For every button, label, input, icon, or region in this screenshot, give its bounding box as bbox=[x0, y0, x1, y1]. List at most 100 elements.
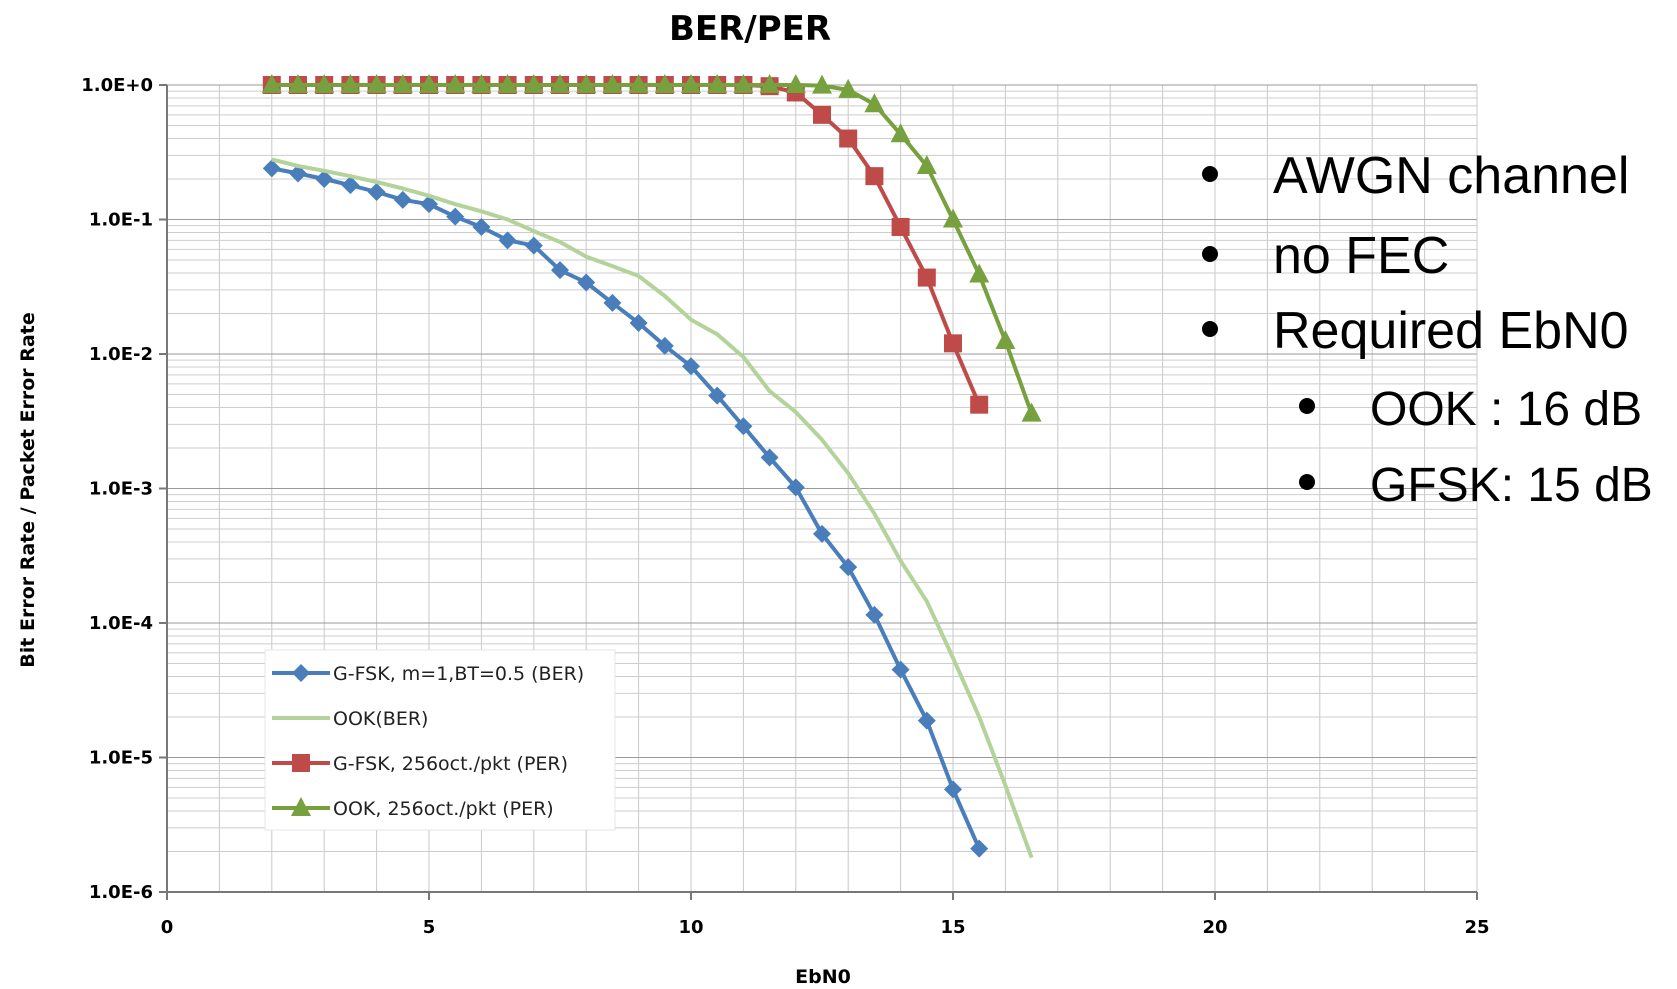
bullet-icon bbox=[1202, 246, 1218, 262]
x-tick-label: 5 bbox=[423, 917, 436, 938]
data-point bbox=[629, 314, 648, 333]
annotation-item: AWGN channel bbox=[1273, 147, 1629, 205]
data-point bbox=[628, 74, 649, 93]
series-line bbox=[271, 166, 982, 850]
data-point bbox=[891, 660, 910, 679]
data-point bbox=[419, 74, 439, 93]
y-axis-title: Bit Error Rate / Packet Error Rate bbox=[17, 312, 39, 667]
data-point bbox=[760, 448, 779, 467]
data-point bbox=[551, 261, 569, 280]
legend-swatch-marker bbox=[292, 664, 310, 682]
data-point bbox=[550, 74, 570, 93]
bullet-icon bbox=[1202, 166, 1218, 182]
annotation-list: AWGN channel no FEC Required EbN0 OOK : 16 … bbox=[1202, 147, 1653, 512]
legend-label: G-FSK, 256oct./pkt (PER) bbox=[333, 753, 568, 775]
data-point bbox=[366, 74, 387, 93]
y-tick-label: 1.0E-4 bbox=[89, 613, 153, 634]
data-point bbox=[812, 74, 832, 94]
data-point bbox=[681, 74, 701, 93]
data-point bbox=[865, 605, 884, 624]
y-tick-label: 1.0E+0 bbox=[81, 75, 153, 96]
data-point bbox=[864, 93, 885, 113]
data-point bbox=[813, 105, 831, 124]
data-point bbox=[445, 74, 466, 93]
data-point bbox=[472, 217, 491, 236]
data-point bbox=[471, 74, 492, 93]
data-point bbox=[262, 159, 281, 178]
data-point bbox=[446, 207, 465, 226]
data-point bbox=[1021, 402, 1042, 422]
series-1 bbox=[262, 159, 989, 858]
y-tick-label: 1.0E-6 bbox=[89, 882, 153, 903]
data-point bbox=[524, 236, 543, 255]
bullet-icon bbox=[1202, 321, 1218, 337]
series-line bbox=[271, 157, 1034, 859]
data-point bbox=[261, 74, 282, 93]
data-point bbox=[392, 74, 413, 93]
data-point bbox=[969, 263, 990, 283]
data-point bbox=[393, 190, 412, 209]
legend-label: G-FSK, m=1,BT=0.5 (BER) bbox=[333, 663, 584, 685]
data-point bbox=[341, 176, 360, 195]
annotation-item: OOK : 16 dB bbox=[1370, 383, 1642, 436]
plot-grid bbox=[167, 84, 1478, 893]
data-point bbox=[916, 154, 937, 174]
data-point bbox=[315, 170, 334, 189]
x-tick-label: 10 bbox=[678, 917, 703, 938]
data-point bbox=[420, 195, 438, 214]
data-point bbox=[917, 711, 936, 730]
legend-swatch-marker bbox=[291, 797, 311, 816]
data-point bbox=[944, 334, 962, 353]
annotation-item: GFSK: 15 dB bbox=[1370, 459, 1653, 512]
legend-swatch-marker bbox=[292, 754, 310, 772]
data-point bbox=[314, 74, 335, 93]
series-2 bbox=[271, 157, 1034, 859]
annotation-item: Required EbN0 bbox=[1273, 302, 1629, 360]
data-point bbox=[890, 123, 911, 143]
series-layer bbox=[261, 74, 1042, 859]
bullet-icon bbox=[1299, 398, 1315, 414]
data-point bbox=[289, 164, 307, 183]
y-tick-label: 1.0E-3 bbox=[89, 479, 153, 500]
data-point bbox=[891, 217, 910, 236]
data-point bbox=[577, 273, 596, 292]
data-point bbox=[708, 386, 727, 405]
y-tick-label: 1.0E-1 bbox=[89, 210, 153, 231]
data-point bbox=[602, 74, 623, 93]
plot-axes: 1.0E+0 1.0E-1 1.0E-2 1.0E-3 1.0E-4 1.0E-5 1.0E… bbox=[81, 75, 1489, 938]
data-point bbox=[839, 129, 858, 148]
y-tick-label: 1.0E-5 bbox=[89, 748, 153, 769]
data-point bbox=[733, 74, 754, 93]
legend-label: OOK, 256oct./pkt (PER) bbox=[333, 798, 554, 820]
legend-label: OOK(BER) bbox=[333, 708, 428, 730]
x-tick-label: 25 bbox=[1464, 917, 1489, 938]
data-point bbox=[288, 74, 308, 93]
data-point bbox=[497, 74, 518, 93]
series-4 bbox=[261, 74, 1042, 422]
data-point bbox=[813, 524, 831, 543]
data-point bbox=[734, 417, 753, 436]
data-point bbox=[498, 231, 517, 250]
data-point bbox=[707, 74, 728, 93]
bullet-icon bbox=[1299, 474, 1315, 490]
x-tick-label: 20 bbox=[1202, 917, 1227, 938]
annotation-item: no FEC bbox=[1273, 227, 1449, 285]
data-point bbox=[576, 74, 597, 93]
data-point bbox=[995, 329, 1016, 349]
data-point bbox=[682, 357, 700, 376]
data-point bbox=[917, 268, 936, 287]
data-point bbox=[943, 208, 963, 228]
data-point bbox=[655, 336, 674, 355]
data-point bbox=[838, 78, 859, 98]
legend: G-FSK, m=1,BT=0.5 (BER) OOK(BER) G-FSK, 25… bbox=[264, 649, 616, 831]
data-point bbox=[786, 478, 805, 497]
x-tick-label: 15 bbox=[940, 917, 965, 938]
legend-box bbox=[264, 649, 616, 831]
data-point bbox=[785, 74, 806, 93]
data-point bbox=[340, 74, 361, 93]
data-point bbox=[970, 395, 989, 414]
x-tick-label: 0 bbox=[161, 917, 174, 938]
data-point bbox=[603, 293, 622, 312]
data-point bbox=[970, 839, 989, 858]
